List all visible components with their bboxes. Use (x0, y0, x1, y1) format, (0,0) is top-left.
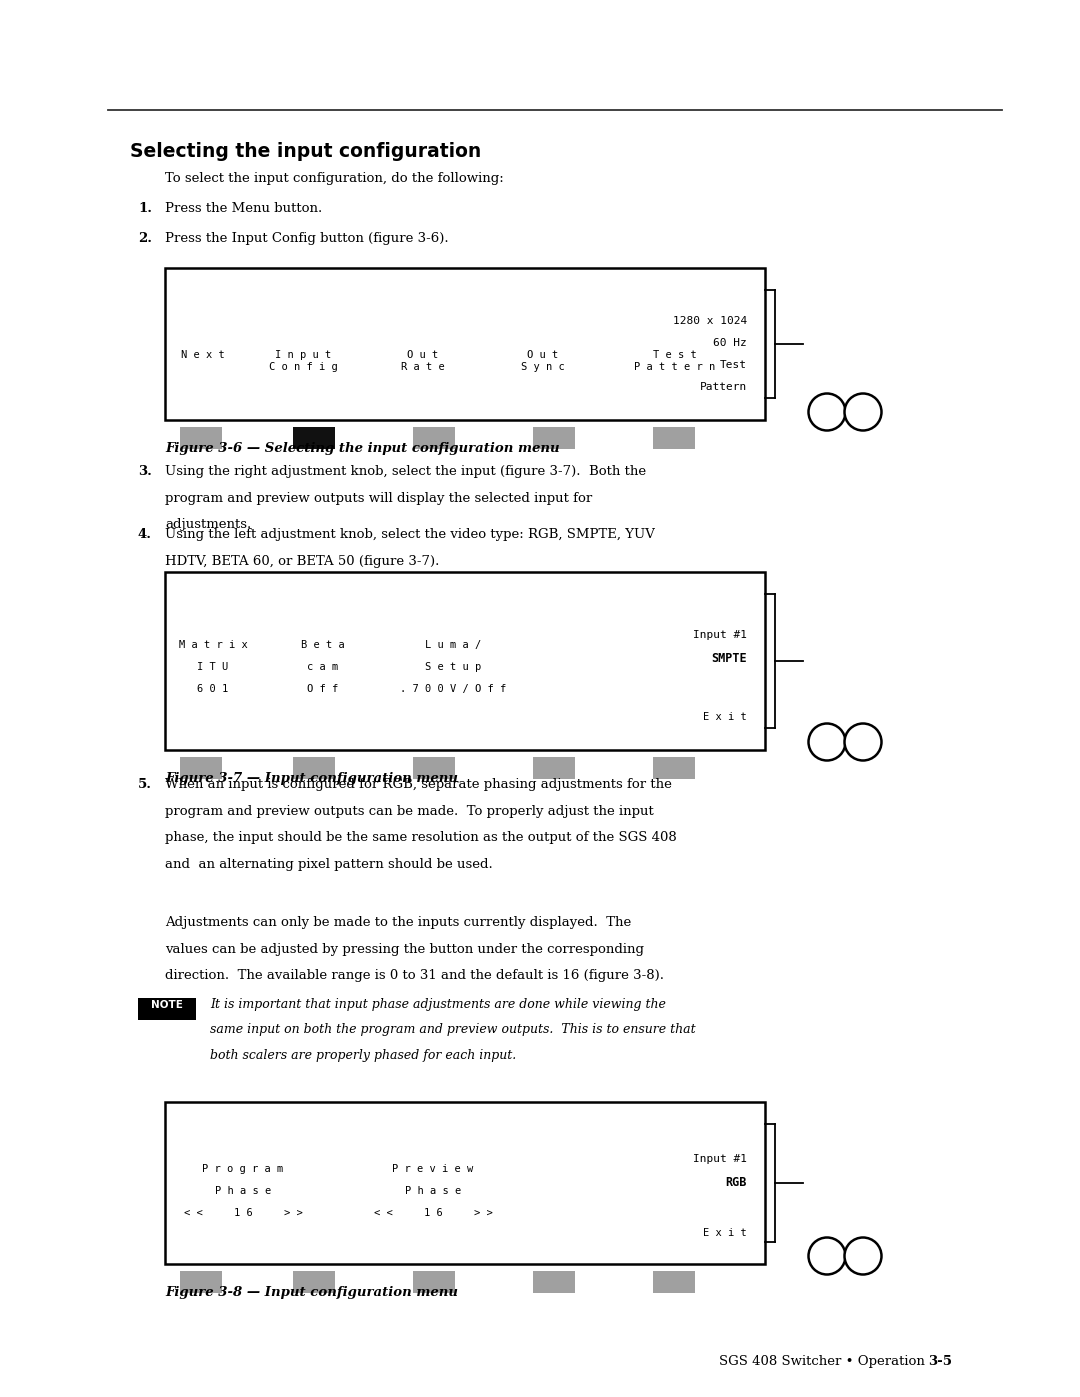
Text: 1 6: 1 6 (233, 1208, 253, 1218)
Text: < <: < < (184, 1208, 202, 1218)
Text: SGS 408 Switcher • Operation: SGS 408 Switcher • Operation (719, 1355, 924, 1368)
Bar (165, 1102, 765, 1264)
Text: 3-5: 3-5 (928, 1355, 951, 1368)
Text: Press the Input Config button (figure 3-6).: Press the Input Config button (figure 3-… (165, 232, 448, 244)
Text: 5.: 5. (138, 778, 152, 791)
Bar (653, 757, 696, 780)
Text: Figure 3-8 — Input configuration menu: Figure 3-8 — Input configuration menu (165, 1287, 458, 1299)
Text: Figure 3-6 — Selecting the input configuration menu: Figure 3-6 — Selecting the input configu… (165, 441, 559, 455)
Text: SMPTE: SMPTE (712, 652, 747, 665)
Text: Adjustments can only be made to the inputs currently displayed.  The: Adjustments can only be made to the inpu… (165, 916, 631, 929)
Text: Press the Menu button.: Press the Menu button. (165, 203, 322, 215)
Text: < <: < < (374, 1208, 392, 1218)
Text: O u t
R a t e: O u t R a t e (401, 351, 445, 372)
Text: Input #1: Input #1 (693, 1154, 747, 1164)
Bar (534, 757, 575, 780)
Text: Pattern: Pattern (700, 381, 747, 393)
Text: 1280 x 1024: 1280 x 1024 (673, 316, 747, 326)
Text: 2.: 2. (138, 232, 152, 244)
Bar (293, 427, 335, 448)
Bar (653, 1271, 696, 1294)
Bar (293, 757, 335, 780)
Bar (180, 757, 222, 780)
Bar (165, 571, 765, 750)
Circle shape (809, 724, 846, 760)
Text: NOTE: NOTE (151, 1000, 183, 1010)
Text: N e x t: N e x t (181, 351, 225, 360)
Text: program and preview outputs will display the selected input for: program and preview outputs will display… (165, 492, 592, 504)
Bar (653, 427, 696, 448)
Text: Selecting the input configuration: Selecting the input configuration (130, 142, 482, 161)
Text: P h a s e: P h a s e (215, 1186, 271, 1196)
Text: To select the input configuration, do the following:: To select the input configuration, do th… (165, 172, 503, 184)
Circle shape (845, 1238, 881, 1274)
Text: P h a s e: P h a s e (405, 1186, 461, 1196)
Text: B e t a: B e t a (301, 640, 345, 650)
Text: P r o g r a m: P r o g r a m (202, 1164, 284, 1173)
Text: E x i t: E x i t (703, 712, 747, 722)
Text: 4.: 4. (138, 528, 152, 541)
Text: M a t r i x: M a t r i x (178, 640, 247, 650)
Bar (534, 1271, 575, 1294)
Circle shape (809, 394, 846, 430)
Text: > >: > > (284, 1208, 302, 1218)
Text: both scalers are properly phased for each input.: both scalers are properly phased for eac… (210, 1049, 516, 1062)
Text: HDTV, BETA 60, or BETA 50 (figure 3-7).: HDTV, BETA 60, or BETA 50 (figure 3-7). (165, 555, 440, 567)
Bar (138, 997, 195, 1020)
Circle shape (845, 394, 881, 430)
Bar (180, 1271, 222, 1294)
Bar (293, 1271, 335, 1294)
Text: RGB: RGB (726, 1176, 747, 1189)
Text: 3.: 3. (138, 465, 152, 478)
Text: Test: Test (720, 360, 747, 370)
Text: Using the left adjustment knob, select the video type: RGB, SMPTE, YUV: Using the left adjustment knob, select t… (165, 528, 654, 541)
Text: Input #1: Input #1 (693, 630, 747, 640)
Circle shape (809, 1238, 846, 1274)
Text: L u m a /: L u m a / (424, 640, 481, 650)
Text: P r e v i e w: P r e v i e w (392, 1164, 474, 1173)
Text: E x i t: E x i t (703, 1228, 747, 1238)
Text: same input on both the program and preview outputs.  This is to ensure that: same input on both the program and previ… (210, 1024, 696, 1037)
Bar (413, 757, 455, 780)
Text: I T U: I T U (198, 662, 229, 672)
Text: . 7 0 0 V / O f f: . 7 0 0 V / O f f (400, 685, 507, 694)
Text: c a m: c a m (308, 662, 339, 672)
Text: S e t u p: S e t u p (424, 662, 481, 672)
Text: Using the right adjustment knob, select the input (figure 3-7).  Both the: Using the right adjustment knob, select … (165, 465, 646, 478)
Text: 1.: 1. (138, 203, 152, 215)
Text: When an input is configured for RGB, separate phasing adjustments for the: When an input is configured for RGB, sep… (165, 778, 672, 791)
Text: 6 0 1: 6 0 1 (198, 685, 229, 694)
Text: and  an alternating pixel pattern should be used.: and an alternating pixel pattern should … (165, 858, 492, 870)
Text: 60 Hz: 60 Hz (713, 338, 747, 348)
Text: I n p u t
C o n f i g: I n p u t C o n f i g (269, 351, 337, 372)
Text: direction.  The available range is 0 to 31 and the default is 16 (figure 3-8).: direction. The available range is 0 to 3… (165, 970, 664, 982)
Bar (413, 427, 455, 448)
Text: program and preview outputs can be made.  To properly adjust the input: program and preview outputs can be made.… (165, 805, 653, 817)
Text: T e s t
P a t t e r n: T e s t P a t t e r n (634, 351, 716, 372)
Text: It is important that input phase adjustments are done while viewing the: It is important that input phase adjustm… (210, 997, 666, 1011)
Bar (165, 268, 765, 420)
Text: > >: > > (474, 1208, 492, 1218)
Bar (180, 427, 222, 448)
Text: values can be adjusted by pressing the button under the corresponding: values can be adjusted by pressing the b… (165, 943, 644, 956)
Text: O f f: O f f (308, 685, 339, 694)
Text: Figure 3-7 — Input configuration menu: Figure 3-7 — Input configuration menu (165, 773, 458, 785)
Text: adjustments.: adjustments. (165, 518, 252, 531)
Circle shape (845, 724, 881, 760)
Text: O u t
S y n c: O u t S y n c (522, 351, 565, 372)
Bar (413, 1271, 455, 1294)
Text: phase, the input should be the same resolution as the output of the SGS 408: phase, the input should be the same reso… (165, 831, 677, 844)
Bar (534, 427, 575, 448)
Text: 1 6: 1 6 (423, 1208, 443, 1218)
